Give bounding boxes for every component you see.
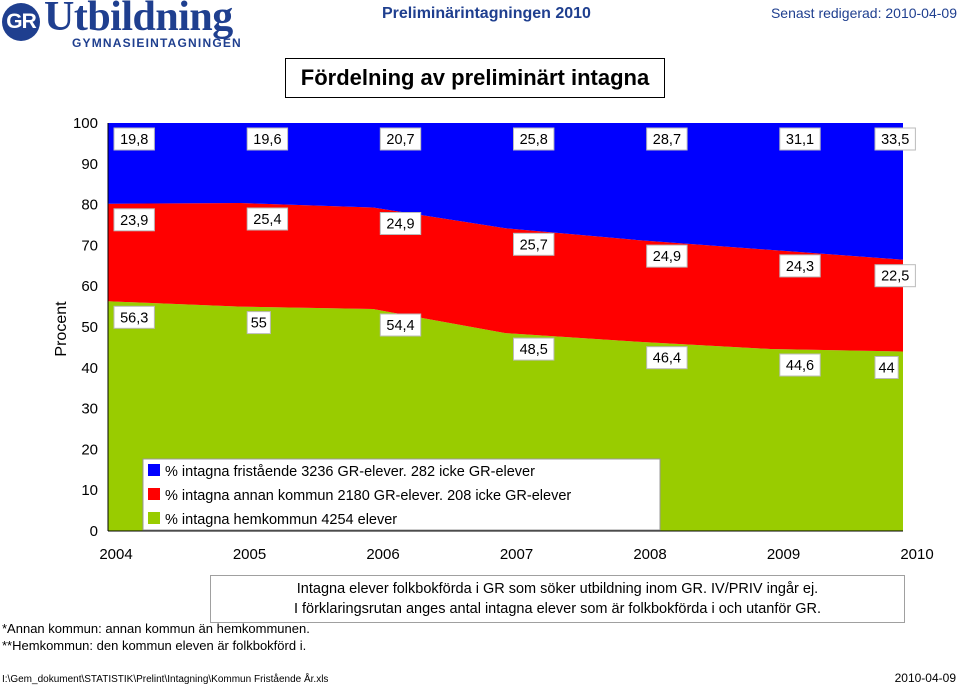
chart-title: Fördelning av preliminärt intagna bbox=[285, 58, 665, 98]
y-tick-label: 80 bbox=[81, 197, 98, 214]
y-tick-label: 0 bbox=[90, 523, 98, 540]
svg-text:24,9: 24,9 bbox=[386, 217, 414, 233]
y-axis-title: Procent bbox=[53, 301, 70, 357]
svg-text:% intagna fristående 3236 GR-e: % intagna fristående 3236 GR-elever. 282… bbox=[165, 464, 535, 480]
x-tick-label: 2004 bbox=[99, 546, 132, 563]
file-path: I:\Gem_dokument\STATISTIK\Prelint\Intagn… bbox=[2, 674, 329, 685]
logo-mark: GR bbox=[2, 3, 40, 41]
data-label: 22,5 bbox=[874, 264, 916, 288]
x-tick-labels: 2004 2005 2006 2007 2008 2009 2010 bbox=[99, 546, 933, 563]
svg-text:24,9: 24,9 bbox=[653, 249, 681, 265]
x-tick-label: 2007 bbox=[500, 546, 533, 563]
data-label: 24,9 bbox=[379, 212, 422, 235]
data-label: 44 bbox=[874, 356, 899, 379]
y-tick-label: 40 bbox=[81, 360, 98, 377]
svg-text:44: 44 bbox=[879, 361, 895, 377]
data-labels: 56,3 55 54,4 48,5 46,4 44,6 44 23,9 25,4 24,9 25,7… bbox=[113, 127, 916, 379]
x-tick-label: 2009 bbox=[767, 546, 800, 563]
svg-text:44,6: 44,6 bbox=[786, 358, 814, 374]
svg-text:23,9: 23,9 bbox=[120, 213, 148, 229]
explanation-box: Intagna elever folkbokförda i GR som sök… bbox=[210, 575, 905, 623]
svg-text:% intagna hemkommun 4254 eleve: % intagna hemkommun 4254 elever bbox=[165, 512, 397, 528]
explanation-line-2: I förklaringsrutan anges antal intagna e… bbox=[293, 601, 822, 617]
svg-text:22,5: 22,5 bbox=[881, 269, 909, 285]
area-series-1 bbox=[108, 203, 903, 352]
logo-subtitle: GYMNASIEINTAGNINGEN bbox=[72, 36, 242, 50]
explanation-line-1: Intagna elever folkbokförda i GR som sök… bbox=[296, 581, 819, 597]
svg-text:46,4: 46,4 bbox=[653, 351, 681, 367]
y-tick-label: 90 bbox=[81, 156, 98, 173]
data-label: 54,4 bbox=[379, 313, 422, 337]
data-label: 55 bbox=[246, 311, 271, 335]
data-label: 19,6 bbox=[246, 127, 289, 151]
svg-text:19,8: 19,8 bbox=[120, 132, 148, 148]
data-label: 25,7 bbox=[513, 232, 555, 256]
svg-text:25,4: 25,4 bbox=[253, 212, 281, 228]
y-tick-label: 30 bbox=[81, 401, 98, 418]
svg-text:25,8: 25,8 bbox=[520, 132, 548, 148]
x-tick-label: 2005 bbox=[233, 546, 266, 563]
footer-date: 2010-04-09 bbox=[894, 671, 956, 685]
legend-item: % intagna fristående 3236 GR-elever. 282… bbox=[148, 464, 535, 480]
data-label: 48,5 bbox=[513, 337, 555, 361]
legend: % intagna fristående 3236 GR-elever. 282… bbox=[142, 458, 661, 531]
data-label: 25,4 bbox=[246, 207, 289, 231]
data-label: 24,9 bbox=[646, 244, 688, 268]
data-label: 20,7 bbox=[379, 127, 422, 151]
header-title: Preliminärintagningen 2010 bbox=[382, 5, 591, 22]
svg-text:28,7: 28,7 bbox=[653, 132, 681, 148]
svg-text:% intagna annan kommun 2180 GR: % intagna annan kommun 2180 GR-elever. 2… bbox=[165, 488, 571, 504]
data-label: 19,8 bbox=[113, 127, 155, 151]
footnote-annan-kommun: *Annan kommun: annan kommun än hemkommun… bbox=[2, 621, 310, 636]
x-tick-label: 2008 bbox=[633, 546, 666, 563]
data-label: 33,5 bbox=[874, 127, 916, 151]
y-tick-label: 70 bbox=[81, 237, 98, 254]
svg-text:33,5: 33,5 bbox=[881, 132, 909, 148]
svg-text:20,7: 20,7 bbox=[386, 132, 414, 148]
svg-text:31,1: 31,1 bbox=[786, 132, 814, 148]
y-tick-label: 60 bbox=[81, 278, 98, 295]
legend-item: % intagna annan kommun 2180 GR-elever. 2… bbox=[148, 488, 571, 504]
data-label: 46,4 bbox=[646, 346, 688, 370]
data-label: 25,8 bbox=[513, 127, 555, 151]
svg-text:54,4: 54,4 bbox=[386, 318, 414, 334]
y-tick-label: 100 bbox=[73, 115, 98, 132]
data-label: 28,7 bbox=[646, 127, 688, 151]
data-label: 24,3 bbox=[779, 254, 821, 278]
data-label: 44,6 bbox=[779, 353, 821, 377]
x-tick-label: 2006 bbox=[366, 546, 399, 563]
y-tick-label: 20 bbox=[81, 441, 98, 458]
logo-word: Utbildning bbox=[44, 0, 233, 40]
svg-text:56,3: 56,3 bbox=[120, 310, 148, 326]
y-tick-label: 10 bbox=[81, 482, 98, 499]
data-label: 56,3 bbox=[113, 305, 155, 329]
x-tick-label: 2010 bbox=[900, 546, 933, 563]
area-series-2 bbox=[108, 123, 903, 260]
legend-item: % intagna hemkommun 4254 elever bbox=[148, 512, 397, 528]
data-label: 23,9 bbox=[113, 208, 155, 232]
svg-text:55: 55 bbox=[251, 316, 267, 332]
y-tick-label: 50 bbox=[81, 319, 98, 336]
svg-text:24,3: 24,3 bbox=[786, 259, 814, 275]
data-label: 31,1 bbox=[779, 127, 821, 151]
svg-text:48,5: 48,5 bbox=[520, 342, 548, 358]
footnote-hemkommun: **Hemkommun: den kommun eleven är folkbo… bbox=[2, 638, 307, 653]
y-tick-labels: 0 10 20 30 40 50 60 70 80 90 100 bbox=[73, 115, 98, 540]
edited-date: Senast redigerad: 2010-04-09 bbox=[770, 5, 957, 21]
legend-box bbox=[142, 458, 661, 531]
plot-axis bbox=[107, 123, 903, 532]
svg-text:19,6: 19,6 bbox=[253, 132, 281, 148]
svg-text:25,7: 25,7 bbox=[520, 237, 548, 253]
gr-utbildning-logo: GR Utbildning GYMNASIEINTAGNINGEN bbox=[0, 0, 250, 52]
